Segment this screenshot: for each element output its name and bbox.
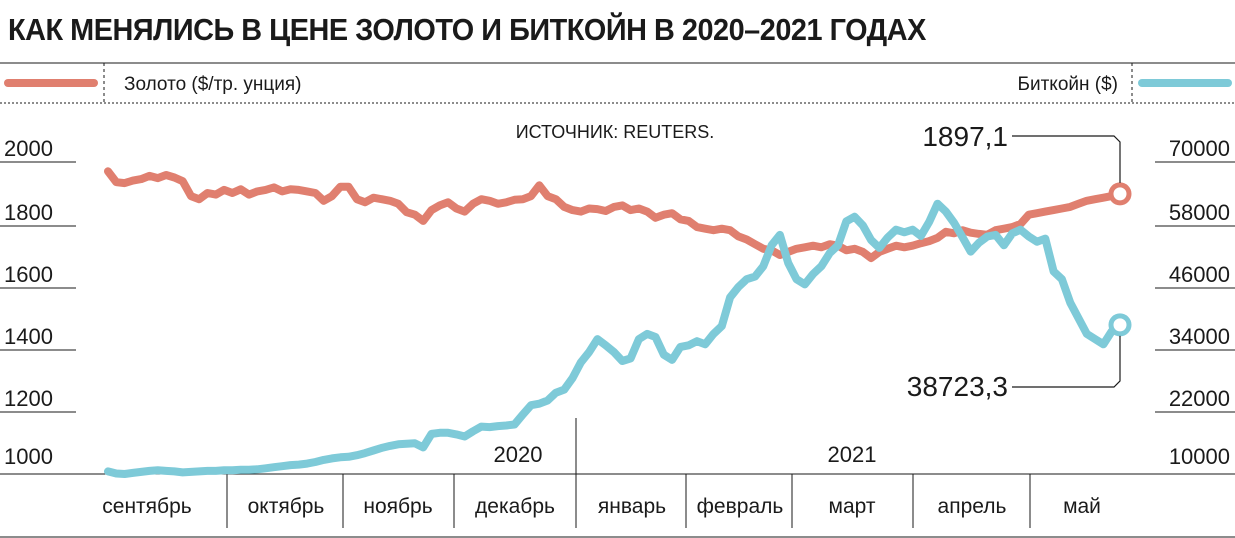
- month-label-7: апрель: [938, 495, 1007, 518]
- right-tick-3: 34000: [1155, 324, 1235, 351]
- left-tick-label-3: 1400: [4, 324, 53, 349]
- right-tick-0: 70000: [1155, 136, 1235, 163]
- series-layer: [104, 167, 1132, 478]
- left-tick-label-4: 1200: [4, 386, 53, 411]
- right-tick-label-1: 58000: [1169, 200, 1230, 225]
- left-tick-label-0: 2000: [4, 136, 53, 161]
- right-tick-4: 22000: [1155, 386, 1235, 413]
- chart-title: КАК МЕНЯЛИСЬ В ЦЕНЕ ЗОЛОТО И БИТКОЙН В 2…: [8, 12, 926, 47]
- left-tick-2: 1600: [0, 262, 76, 289]
- right-axis: 70000 58000 46000 34000 22000 10000: [1155, 136, 1235, 469]
- month-label-3: декабрь: [475, 495, 555, 518]
- bitcoin-last-point: [1108, 313, 1132, 337]
- year-label-2020: 2020: [494, 442, 543, 467]
- right-tick-2: 46000: [1155, 262, 1235, 289]
- bitcoin-callout-leader: [1012, 335, 1121, 388]
- month-label-5: февраль: [697, 495, 784, 518]
- month-label-1: октябрь: [248, 495, 325, 518]
- legend-label-gold: Золото ($/тр. унция): [124, 74, 302, 95]
- legend-label-bitcoin: Биткойн ($): [1018, 74, 1118, 95]
- right-tick-label-4: 22000: [1169, 386, 1230, 411]
- month-label-0: сентябрь: [102, 495, 191, 518]
- month-label-8: май: [1063, 495, 1101, 518]
- callout-gold: 1897,1: [922, 121, 1121, 183]
- left-tick-4: 1200: [0, 386, 76, 413]
- bitcoin-callout-value: 38723,3: [907, 371, 1008, 402]
- gold-last-point: [1108, 182, 1132, 206]
- source-note: ИСТОЧНИК: REUTERS.: [516, 122, 715, 142]
- right-tick-5: 10000: [1169, 444, 1230, 469]
- month-label-4: январь: [598, 495, 666, 518]
- gold-callout-value: 1897,1: [922, 121, 1008, 152]
- gold-callout-leader: [1012, 135, 1121, 183]
- x-axis: 2020 2021 сентябрь октябрь ноябрь декабр…: [0, 418, 1235, 538]
- callout-bitcoin: 38723,3: [907, 335, 1121, 402]
- legend: Золото ($/тр. унция) Биткойн ($): [0, 62, 1235, 104]
- right-tick-1: 58000: [1155, 200, 1235, 227]
- right-tick-label-3: 34000: [1169, 324, 1230, 349]
- gold-series-line: [104, 167, 1124, 263]
- month-label-6: март: [829, 495, 876, 518]
- left-tick-3: 1400: [0, 324, 76, 351]
- month-label-2: ноябрь: [363, 495, 432, 518]
- right-tick-label-5: 10000: [1169, 444, 1230, 469]
- right-tick-label-2: 46000: [1169, 262, 1230, 287]
- left-tick-label-2: 1600: [4, 262, 53, 287]
- left-tick-1: 1800: [0, 200, 76, 227]
- left-tick-5: 1000: [4, 444, 53, 469]
- bitcoin-series-line: [104, 199, 1124, 478]
- left-tick-label-5: 1000: [4, 444, 53, 469]
- left-tick-0: 2000: [0, 136, 76, 163]
- left-tick-label-1: 1800: [4, 200, 53, 225]
- left-axis: 2000 1800 1600 1400 1200 1000: [0, 136, 76, 469]
- year-label-2021: 2021: [828, 442, 877, 467]
- right-tick-label-0: 70000: [1169, 136, 1230, 161]
